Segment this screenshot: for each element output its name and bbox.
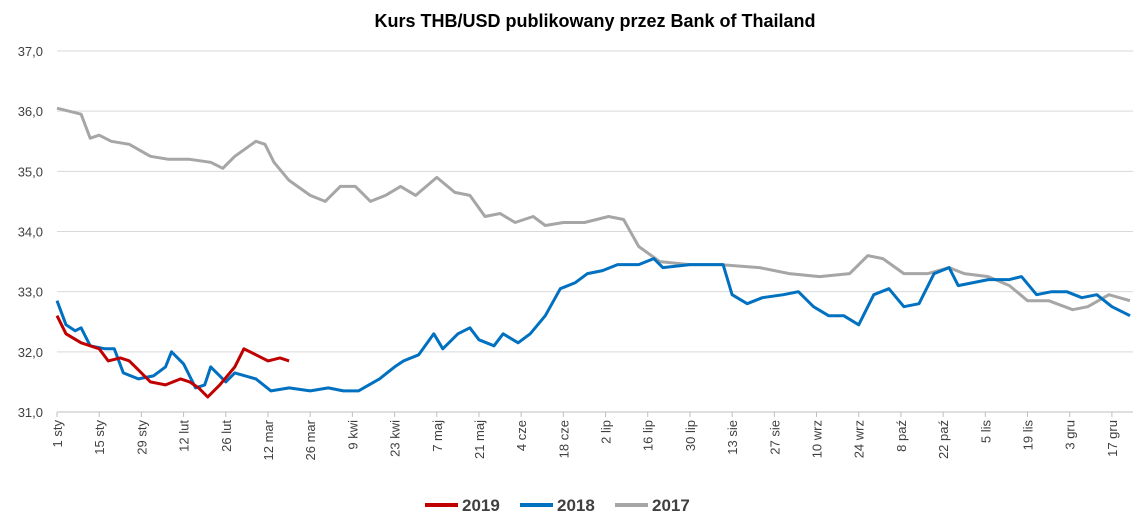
chart-title: Kurs THB/USD publikowany przez Bank of T… <box>374 11 815 31</box>
x-tick-label: 10 wrz <box>810 420 825 458</box>
y-tick-label: 33,0 <box>18 285 43 300</box>
x-tick-label: 21 maj <box>472 420 487 459</box>
y-tick-label: 35,0 <box>18 164 43 179</box>
x-tick-label: 5 lis <box>978 420 993 444</box>
x-tick-label: 9 kwi <box>345 420 360 450</box>
x-tick-label: 7 maj <box>430 420 445 452</box>
x-tick-label: 4 cze <box>514 420 529 451</box>
x-tick-label: 16 lip <box>641 420 656 451</box>
y-tick-label: 37,0 <box>18 44 43 59</box>
x-tick-label: 26 lut <box>219 420 234 452</box>
x-tick-label: 8 paź <box>894 420 909 452</box>
x-tick-label: 15 sty <box>92 420 107 455</box>
legend-label: 2017 <box>652 496 690 515</box>
x-tick-label: 29 sty <box>134 420 149 455</box>
x-tick-label: 23 kwi <box>388 420 403 457</box>
line <box>56 106 1131 312</box>
y-tick-label: 32,0 <box>18 345 43 360</box>
x-tick-label: 1 sty <box>50 420 65 448</box>
legend-label: 2019 <box>462 496 500 515</box>
legend-label: 2018 <box>557 496 595 515</box>
x-tick-label: 3 gru <box>1063 420 1078 450</box>
y-tick-label: 34,0 <box>18 225 43 240</box>
x-tick-label: 17 gru <box>1105 420 1120 457</box>
x-tick-label: 27 sie <box>767 420 782 455</box>
x-tick-label: 22 paź <box>936 420 951 459</box>
y-tick-label: 31,0 <box>18 405 43 420</box>
x-tick-label: 30 lip <box>683 420 698 451</box>
x-tick-label: 12 lut <box>177 420 192 452</box>
x-tick-label: 13 sie <box>725 420 740 455</box>
line <box>55 257 1131 393</box>
y-tick-label: 36,0 <box>18 104 43 119</box>
x-tick-label: 24 wrz <box>852 420 867 458</box>
x-tick-label: 26 mar <box>303 419 318 460</box>
line <box>55 315 290 399</box>
x-tick-label: 2 lip <box>599 420 614 444</box>
x-tick-label: 19 lis <box>1021 420 1036 451</box>
x-tick-label: 12 mar <box>261 419 276 460</box>
x-tick-label: 18 cze <box>556 420 571 458</box>
